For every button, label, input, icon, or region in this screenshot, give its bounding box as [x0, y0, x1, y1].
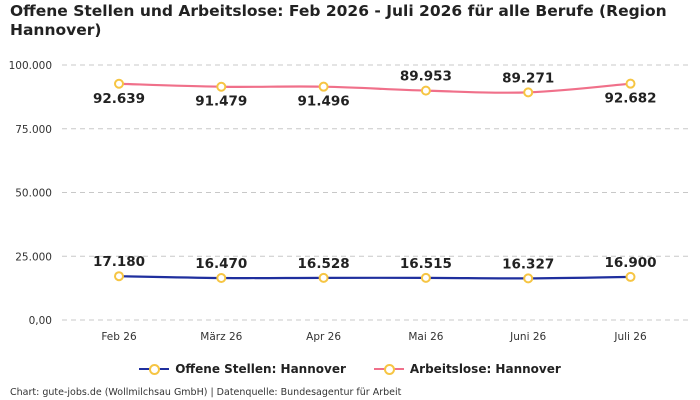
data-point [420, 272, 431, 283]
data-point [114, 78, 124, 89]
data-label: 16.515 [400, 256, 452, 272]
data-point [625, 78, 636, 89]
data-label: 89.953 [400, 69, 452, 85]
data-label: 16.470 [195, 256, 247, 272]
data-label: 16.900 [604, 255, 656, 271]
data-point [318, 272, 329, 283]
data-label: 89.271 [502, 70, 554, 86]
x-tick-label: Apr 26 [306, 331, 341, 343]
data-label: 16.327 [502, 256, 554, 272]
data-point [523, 273, 534, 284]
y-tick-label: 50.000 [15, 188, 52, 200]
data-point [318, 81, 329, 92]
data-point [420, 85, 431, 96]
data-label: 91.479 [195, 94, 247, 110]
y-tick-label: 0,00 [29, 315, 52, 327]
legend-label-arbeitslose: Arbeitslose: Hannover [409, 362, 561, 376]
series-line-arbeitslose [118, 82, 631, 94]
y-tick-label: 100.000 [9, 60, 52, 72]
data-point [523, 87, 534, 98]
data-label: 17.180 [93, 254, 145, 270]
x-axis-ticks: Feb 26 März 26 Apr 26 Mai 26 Juni 26 Juli 26 [101, 331, 647, 343]
y-tick-label: 75.000 [15, 124, 52, 136]
data-label: 92.639 [93, 91, 145, 107]
data-point [216, 273, 227, 284]
data-points [114, 78, 636, 284]
legend-swatch-arbeitslose [373, 362, 404, 376]
legend-item-arbeitslose[interactable]: Arbeitslose: Hannover [373, 362, 561, 376]
chart-title: Offene Stellen und Arbeitslose: Feb 2026… [10, 2, 667, 39]
x-tick-label: Feb 26 [101, 331, 137, 343]
data-point [114, 271, 124, 282]
series-lines [118, 82, 631, 280]
x-tick-label: Juni 26 [509, 331, 546, 343]
legend: Offene Stellen: Hannover Arbeitslose: Ha… [0, 362, 700, 376]
x-tick-label: Mai 26 [408, 331, 443, 343]
legend-swatch-offene-stellen [139, 362, 170, 376]
source-credit: Chart: gute-jobs.de (Wollmilchsau GmbH) … [10, 387, 402, 398]
data-labels: 17.180 16.470 16.528 16.515 16.327 16.900 92.6… [93, 69, 657, 273]
legend-label-offene-stellen: Offene Stellen: Hannover [175, 362, 346, 376]
data-label: 92.682 [604, 91, 656, 107]
y-tick-label: 25.000 [15, 251, 52, 263]
data-point [216, 81, 227, 92]
y-axis-ticks: 0,00 25.000 50.000 75.000 100.000 [9, 60, 52, 327]
data-label: 16.528 [298, 256, 350, 272]
data-point [625, 271, 636, 282]
series-line-offene-stellen [118, 275, 631, 280]
legend-item-offene-stellen[interactable]: Offene Stellen: Hannover [139, 362, 346, 376]
data-label: 91.496 [298, 94, 350, 110]
x-tick-label: Juli 26 [613, 331, 647, 343]
x-tick-label: März 26 [200, 331, 242, 343]
grid-lines [62, 64, 688, 321]
